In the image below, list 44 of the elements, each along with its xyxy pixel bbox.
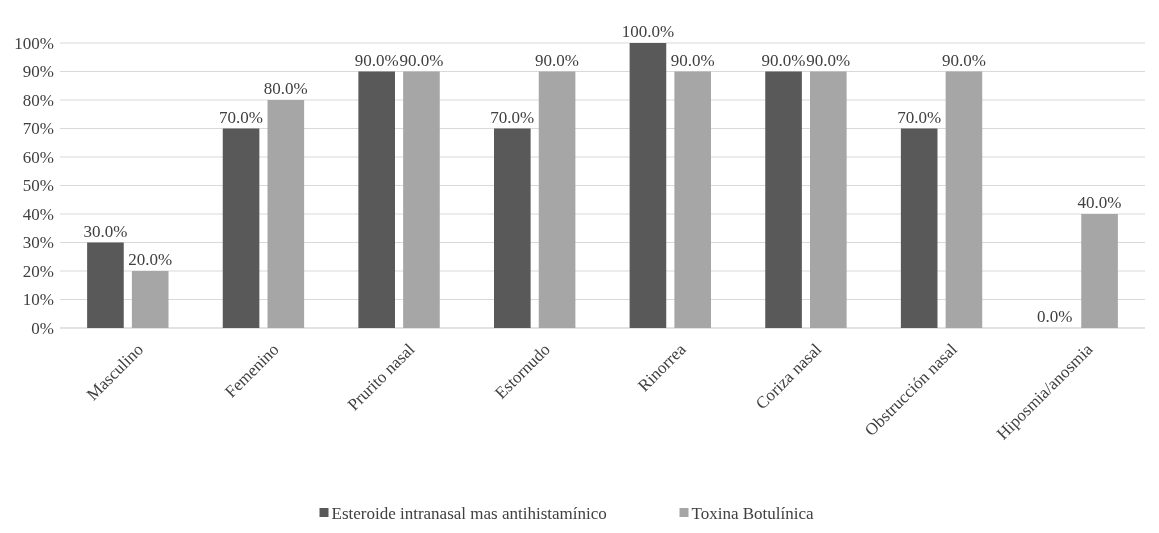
bar xyxy=(494,128,531,328)
bar xyxy=(629,43,667,328)
y-tick-label: 60% xyxy=(22,147,54,167)
bar xyxy=(1081,214,1118,328)
y-tick-label: 90% xyxy=(22,62,54,82)
data-label: 80.0% xyxy=(263,79,308,98)
data-label: 0.0% xyxy=(1037,307,1073,326)
y-tick-label: 50% xyxy=(22,176,54,196)
data-label: 70.0% xyxy=(490,107,535,127)
bar xyxy=(810,71,847,328)
bar xyxy=(674,71,711,328)
data-label: 90.0% xyxy=(941,50,986,70)
data-label: 90.0% xyxy=(354,50,399,70)
y-tick-label: 10% xyxy=(22,290,54,310)
y-tick-label: 80% xyxy=(22,90,54,110)
data-label: 90.0% xyxy=(670,50,715,70)
bar xyxy=(358,71,395,328)
data-label: 30.0% xyxy=(83,221,128,241)
bar xyxy=(131,271,169,328)
bar xyxy=(403,71,440,328)
data-label: 70.0% xyxy=(897,107,942,127)
bar xyxy=(900,128,938,328)
data-label: 90.0% xyxy=(761,50,806,70)
bar xyxy=(222,128,260,328)
y-tick-label: 70% xyxy=(22,119,54,139)
y-tick-label: 30% xyxy=(22,233,54,253)
y-tick-label: 40% xyxy=(22,204,54,224)
data-label: 100.0% xyxy=(621,22,675,41)
y-tick-label: 20% xyxy=(22,261,54,281)
y-tick-label: 100% xyxy=(14,33,54,53)
data-label: 70.0% xyxy=(219,107,264,127)
data-label: 40.0% xyxy=(1077,193,1122,212)
legend-label: Esteroide intranasal mas antihistamínico xyxy=(331,503,607,523)
bar xyxy=(87,242,124,328)
bar xyxy=(267,100,305,328)
data-label: 90.0% xyxy=(535,50,580,70)
legend-label: Toxina Botulínica xyxy=(691,503,814,523)
bar xyxy=(945,71,983,328)
bar xyxy=(538,71,576,328)
data-label: 20.0% xyxy=(128,250,173,269)
bar xyxy=(765,71,802,328)
y-tick-label: 0% xyxy=(31,318,54,338)
data-label: 90.0% xyxy=(399,50,444,70)
data-label: 90.0% xyxy=(806,50,851,70)
